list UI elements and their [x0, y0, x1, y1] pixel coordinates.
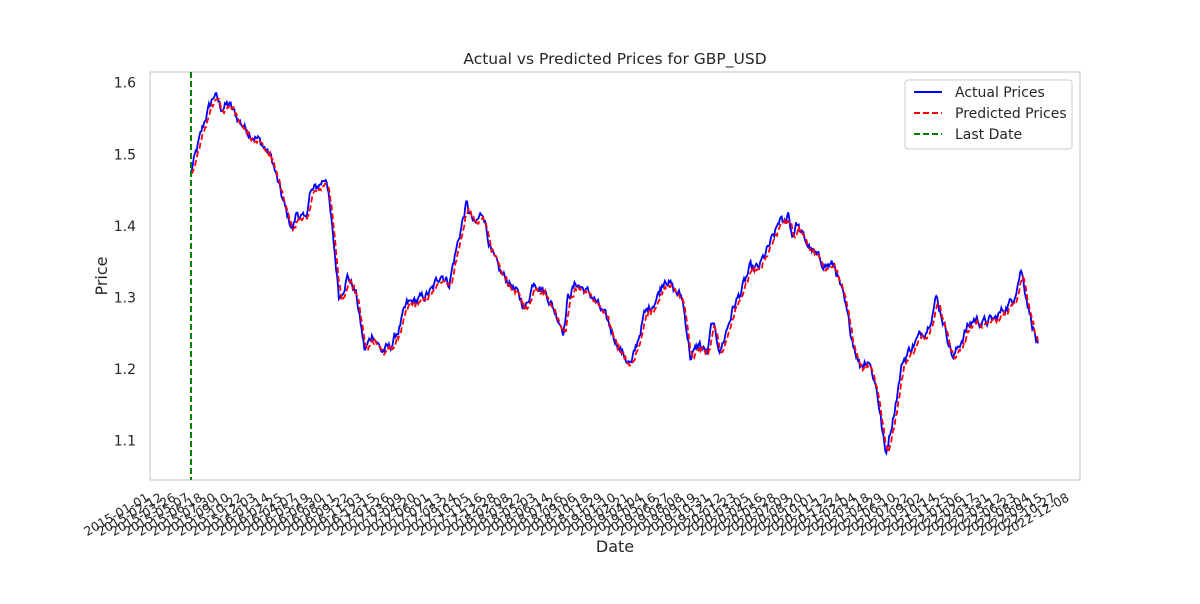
y-tick-labels: 1.1 1.2 1.3 1.4 1.5 1.6	[114, 76, 136, 450]
x-axis-title: Date	[596, 537, 634, 556]
series-lines	[190, 72, 1039, 480]
y-tick-label: 1.4	[114, 219, 136, 235]
predicted-prices-line	[190, 97, 1039, 456]
y-tick-label: 1.5	[114, 147, 136, 163]
legend-label-actual: Actual Prices	[955, 85, 1045, 101]
legend: Actual Prices Predicted Prices Last Date	[904, 79, 1073, 150]
legend-label-predicted: Predicted Prices	[955, 106, 1067, 122]
y-tick-label: 1.1	[114, 434, 136, 450]
y-tick-label: 1.2	[114, 362, 136, 378]
plot-frame	[149, 71, 1081, 481]
legend-label-last-date: Last Date	[955, 127, 1022, 143]
y-tick-label: 1.3	[114, 290, 136, 306]
y-tick-label: 1.6	[114, 76, 136, 92]
x-tick-labels: 2015-01-012015-02-122015-03-262015-05-07…	[81, 490, 1071, 539]
legend-box	[904, 79, 1073, 150]
chart-title: Actual vs Predicted Prices for GBP_USD	[463, 50, 766, 69]
y-axis-title: Price	[92, 256, 111, 295]
actual-prices-line	[190, 92, 1039, 456]
